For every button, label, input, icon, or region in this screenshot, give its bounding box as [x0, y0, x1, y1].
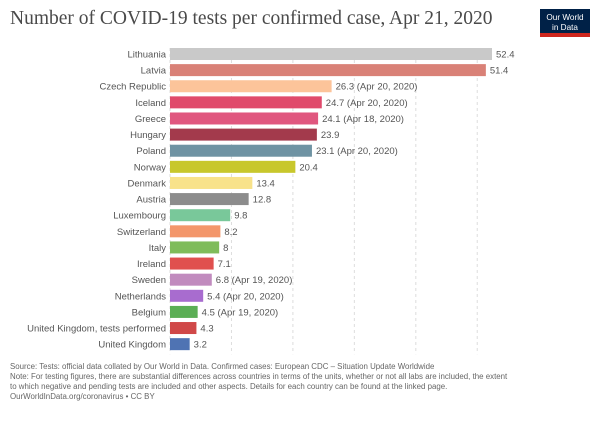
- bar[interactable]: [170, 305, 198, 318]
- x-tick-label: 40: [410, 360, 422, 362]
- category-label: Luxembourg: [113, 211, 166, 222]
- x-tick-label: 30: [348, 360, 360, 362]
- source-note: Source: Tests: official data collated by…: [10, 362, 435, 371]
- category-label: Italy: [149, 243, 167, 254]
- bar[interactable]: [170, 257, 214, 270]
- owid-logo[interactable]: Our World in Data: [540, 9, 590, 37]
- bar[interactable]: [170, 64, 486, 77]
- category-label: Netherlands: [115, 291, 166, 302]
- value-label: 5.4 (Apr 20, 2020): [207, 291, 284, 302]
- value-label: 3.2: [194, 340, 207, 351]
- value-label: 24.7 (Apr 20, 2020): [326, 98, 408, 109]
- value-label: 9.8: [234, 211, 247, 222]
- category-label: Latvia: [141, 66, 167, 77]
- bar[interactable]: [170, 160, 296, 173]
- value-label: 20.4: [299, 162, 318, 173]
- value-label: 24.1 (Apr 18, 2020): [322, 114, 404, 125]
- category-label: Belgium: [132, 307, 166, 318]
- category-label: Lithuania: [127, 50, 166, 61]
- chart-footer: Source: Tests: official data collated by…: [10, 362, 595, 402]
- category-label: Ireland: [137, 259, 166, 270]
- bar[interactable]: [170, 338, 190, 351]
- credit-link[interactable]: OurWorldInData.org/coronavirus • CC BY: [10, 392, 155, 401]
- bar[interactable]: [170, 144, 312, 157]
- value-label: 8.2: [224, 227, 237, 238]
- bar[interactable]: [170, 48, 492, 60]
- bar[interactable]: [170, 128, 317, 141]
- category-label: Switzerland: [117, 227, 166, 238]
- category-label: Hungary: [130, 130, 166, 141]
- category-label: Greece: [135, 114, 166, 125]
- category-label: Sweden: [132, 275, 166, 286]
- category-label: Norway: [134, 162, 166, 173]
- x-tick-label: 20: [287, 360, 299, 362]
- value-label: 26.3 (Apr 20, 2020): [336, 82, 418, 93]
- bar[interactable]: [170, 289, 204, 302]
- value-label: 23.1 (Apr 20, 2020): [316, 146, 398, 157]
- value-label: 4.3: [200, 324, 213, 335]
- bar[interactable]: [170, 225, 221, 238]
- x-tick-label: 50: [471, 360, 483, 362]
- bar[interactable]: [170, 112, 319, 125]
- category-label: Austria: [136, 195, 166, 206]
- bar[interactable]: [170, 176, 253, 189]
- category-label: Iceland: [135, 98, 166, 109]
- value-label: 23.9: [321, 130, 340, 141]
- value-label: 7.1: [218, 259, 231, 270]
- bar-chart: 0 10 20 30 40 50 Lithuania 52.4 Latvia 51.4 Czech …: [27, 48, 515, 362]
- logo-line-2: in Data: [552, 22, 578, 32]
- logo-accent-bar: [540, 33, 590, 37]
- bar[interactable]: [170, 193, 249, 206]
- testing-note-continued: to which negative and pending tests are …: [10, 382, 448, 391]
- value-label: 4.5 (Apr 19, 2020): [202, 307, 279, 318]
- bar[interactable]: [170, 80, 332, 93]
- x-tick-label: 0: [167, 360, 173, 362]
- chart-title: Number of COVID-19 tests per confirmed c…: [10, 8, 493, 29]
- category-label: United Kingdom, tests performed: [27, 324, 166, 335]
- value-label: 51.4: [490, 66, 509, 77]
- bar[interactable]: [170, 322, 197, 335]
- logo-line-1: Our World: [546, 13, 584, 22]
- bar[interactable]: [170, 273, 212, 286]
- value-label: 8: [223, 243, 228, 254]
- bar[interactable]: [170, 96, 322, 109]
- bar[interactable]: [170, 241, 220, 254]
- bar[interactable]: [170, 209, 231, 222]
- value-label: 13.4: [256, 178, 275, 189]
- category-label: Poland: [136, 146, 166, 157]
- testing-note: Note: For testing figures, there are sub…: [10, 372, 508, 381]
- category-label: United Kingdom: [98, 340, 166, 351]
- category-label: Denmark: [127, 178, 166, 189]
- x-tick-label: 10: [225, 360, 237, 362]
- category-label: Czech Republic: [99, 82, 166, 93]
- value-label: 6.8 (Apr 19, 2020): [216, 275, 293, 286]
- value-label: 52.4: [496, 50, 515, 61]
- value-label: 12.8: [253, 195, 272, 206]
